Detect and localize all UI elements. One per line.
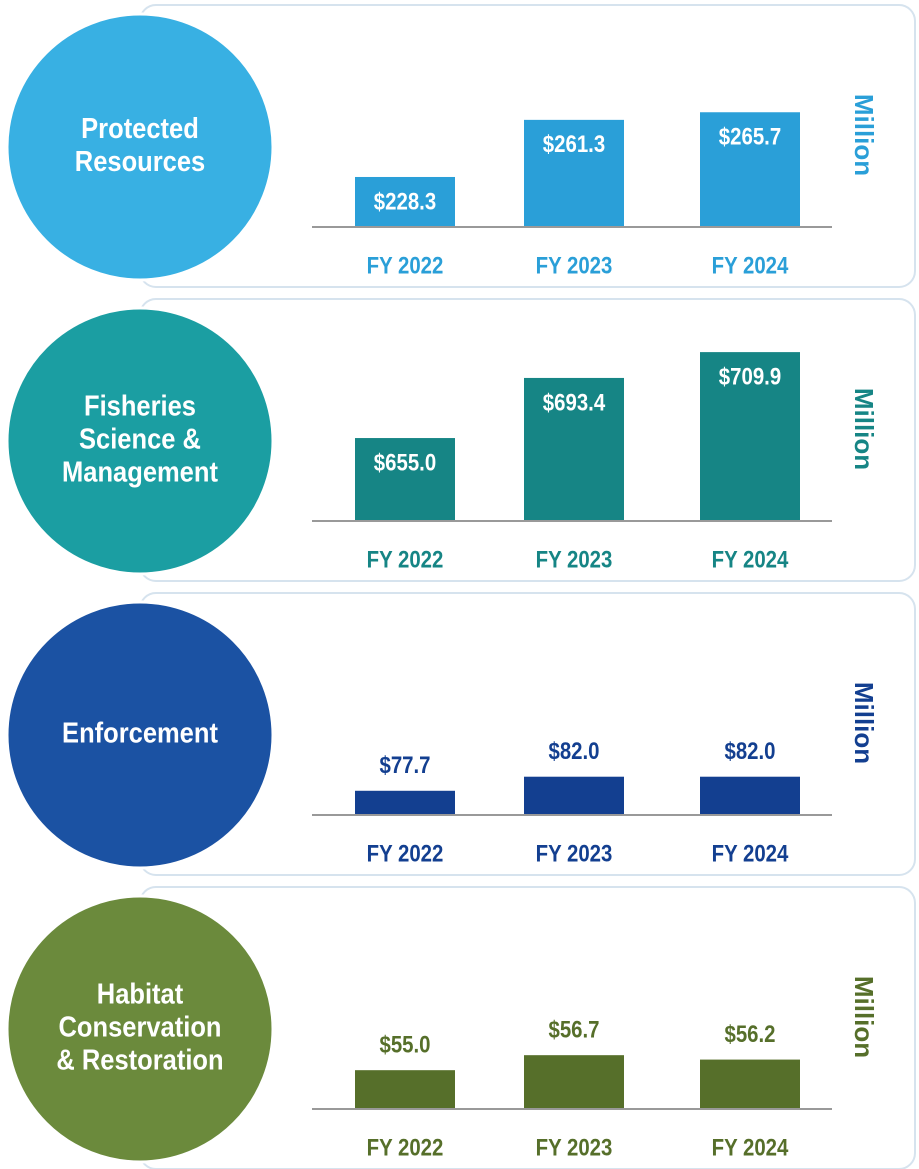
- x-tick-label: FY 2022: [367, 840, 444, 867]
- x-tick-label: FY 2023: [536, 840, 613, 867]
- x-tick-label: FY 2022: [367, 1134, 444, 1161]
- bar: [524, 119, 624, 227]
- bar: [524, 377, 624, 521]
- value-label: $56.7: [548, 1016, 599, 1043]
- x-tick-label: FY 2023: [536, 546, 613, 573]
- bar: [355, 176, 455, 227]
- category-circle: [5, 306, 275, 576]
- bar: [700, 352, 800, 521]
- x-tick-label: FY 2024: [712, 840, 789, 867]
- x-tick-label: FY 2022: [367, 252, 444, 279]
- bar: [524, 1055, 624, 1109]
- x-tick-label: FY 2023: [536, 1134, 613, 1161]
- value-label: $77.7: [379, 752, 430, 779]
- x-tick-label: FY 2024: [712, 252, 789, 279]
- x-tick-label: FY 2024: [712, 1134, 789, 1161]
- bar: [524, 776, 624, 815]
- circle-title: Science &: [79, 422, 201, 455]
- value-label: $82.0: [724, 738, 775, 765]
- unit-label: Million: [849, 388, 879, 470]
- circle-title: & Restoration: [56, 1043, 223, 1076]
- value-label: $655.0: [374, 449, 436, 476]
- unit-label: Million: [849, 94, 879, 176]
- x-tick-label: FY 2023: [536, 252, 613, 279]
- x-tick-label: FY 2024: [712, 546, 789, 573]
- bar: [700, 1059, 800, 1109]
- bar: [355, 1070, 455, 1109]
- circle-title: Protected: [81, 112, 199, 145]
- value-label: $56.2: [724, 1020, 775, 1047]
- bar: [355, 438, 455, 521]
- value-label: $228.3: [374, 188, 436, 215]
- unit-label: Million: [849, 682, 879, 764]
- x-tick-label: FY 2022: [367, 546, 444, 573]
- circle-title: Habitat: [97, 977, 183, 1010]
- circle-title: Enforcement: [62, 716, 218, 749]
- category-circle: [5, 600, 275, 870]
- value-label: $55.0: [379, 1031, 430, 1058]
- circle-title: Management: [62, 455, 218, 488]
- value-label: $82.0: [548, 738, 599, 765]
- value-label: $709.9: [719, 363, 781, 390]
- category-circle: [5, 894, 275, 1164]
- circle-title: Fisheries: [84, 389, 196, 422]
- value-label: $261.3: [543, 131, 605, 158]
- value-label: $265.7: [719, 123, 781, 150]
- bar: [700, 776, 800, 815]
- bar: [700, 112, 800, 227]
- value-label: $693.4: [543, 389, 606, 416]
- circle-title: Resources: [75, 145, 205, 178]
- unit-label: Million: [849, 976, 879, 1058]
- circle-title: Conservation: [59, 1010, 222, 1043]
- category-circle: [5, 12, 275, 282]
- bar: [355, 790, 455, 815]
